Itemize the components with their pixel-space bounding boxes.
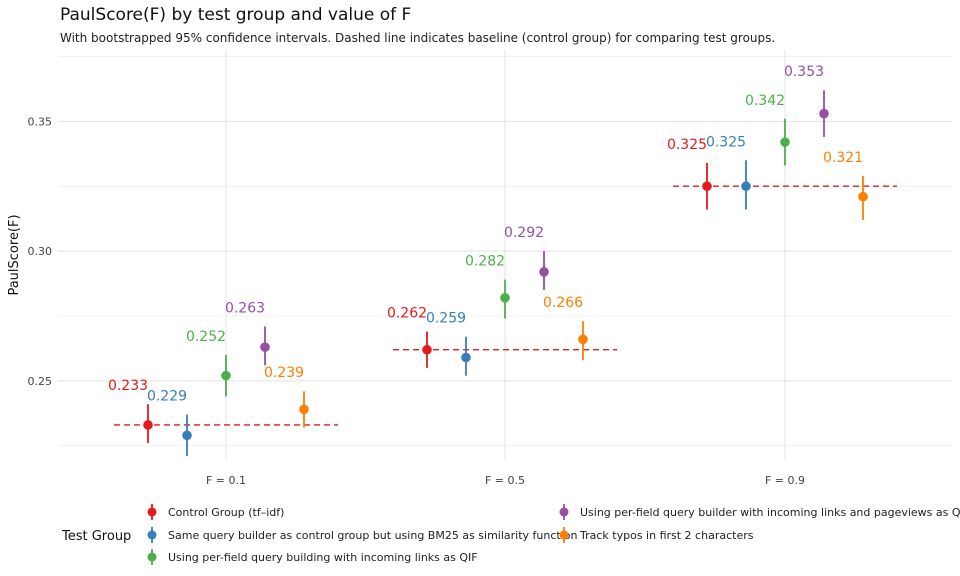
x-tick-label: F = 0.9: [765, 474, 805, 487]
data-point: [780, 137, 790, 147]
data-point: [461, 352, 471, 363]
data-point: [260, 342, 270, 352]
chart-title: PaulScore(F) by test group and value of …: [60, 5, 412, 25]
data-point: [143, 420, 153, 430]
data-label: 0.233: [108, 378, 148, 394]
data-label: 0.353: [784, 64, 824, 80]
legend-key-point: [147, 507, 157, 517]
data-point: [741, 181, 751, 192]
legend-entry: Same query builder as control group but …: [168, 529, 578, 542]
data-label: 0.239: [264, 365, 304, 381]
data-label: 0.292: [504, 225, 544, 241]
data-point: [422, 344, 432, 355]
legend-key-point: [559, 507, 569, 517]
legend-entry: Control Group (tf–idf): [168, 506, 284, 519]
data-label: 0.325: [706, 134, 746, 150]
data-point: [578, 334, 588, 345]
legend-entry: Using per-field query builder with incom…: [580, 506, 960, 519]
data-marks: 0.233 0.262 0.325 0.229 0.259 0.325 0.252 0.282…: [108, 64, 868, 457]
legend-key-point: [559, 530, 569, 540]
data-point: [221, 370, 231, 381]
data-label: 0.252: [186, 329, 226, 345]
legend-key-point: [147, 530, 157, 540]
data-label: 0.259: [426, 311, 466, 327]
data-label: 0.266: [543, 295, 583, 311]
data-label: 0.342: [745, 93, 785, 109]
x-tick-label: F = 0.1: [206, 474, 246, 487]
data-point: [819, 108, 829, 119]
y-tick-label: 0.35: [28, 115, 53, 128]
y-tick-label: 0.25: [28, 375, 53, 388]
data-point: [539, 267, 549, 277]
legend-entry: Using per-field query building with inco…: [168, 551, 478, 564]
y-axis-label: PaulScore(F): [7, 214, 22, 295]
data-point: [702, 181, 712, 192]
data-point: [500, 293, 510, 303]
legend-title: Test Group: [61, 529, 131, 544]
baseline-lines: [114, 185, 897, 426]
legend: Test Group Control Group (tf–idf) Same qu…: [61, 504, 960, 565]
data-label: 0.229: [147, 389, 187, 405]
data-point: [299, 404, 309, 415]
x-tick-label: F = 0.5: [485, 474, 525, 487]
chart-subtitle: With bootstrapped 95% confidence interva…: [60, 31, 776, 45]
y-axis-ticks: 0.25 0.30 0.35: [28, 115, 53, 387]
legend-entry: Track typos in first 2 characters: [579, 529, 754, 542]
data-point: [182, 430, 192, 441]
y-tick-label: 0.30: [28, 245, 53, 258]
data-label: 0.325: [667, 137, 707, 153]
data-label: 0.262: [387, 306, 427, 322]
data-label: 0.263: [225, 300, 265, 316]
data-point: [858, 191, 868, 202]
data-label: 0.321: [823, 150, 863, 166]
data-label: 0.282: [465, 254, 505, 270]
legend-key-point: [147, 552, 157, 562]
x-axis-ticks: F = 0.1 F = 0.5 F = 0.9: [206, 474, 805, 487]
